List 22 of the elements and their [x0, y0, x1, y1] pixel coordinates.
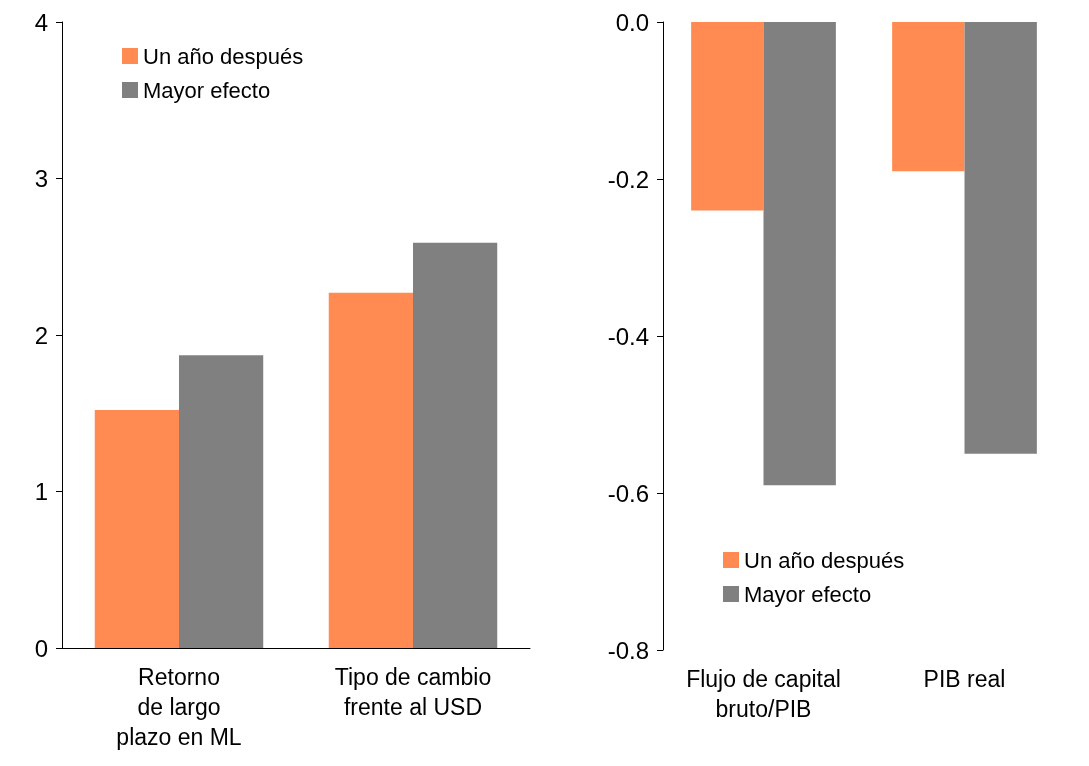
- bar: [94, 410, 179, 648]
- y-tick-label: 2: [34, 321, 48, 349]
- bar: [413, 242, 498, 648]
- y-tick-label: -0.4: [607, 322, 649, 350]
- y-tick-label: 0: [34, 634, 48, 662]
- x-tick-label: PIB real: [923, 666, 1006, 692]
- legend-label: Un año después: [744, 547, 905, 573]
- bar: [179, 355, 264, 648]
- legend-label: Mayor efecto: [143, 77, 271, 103]
- x-tick-label: Flujo de capital bruto/PIB: [686, 666, 841, 722]
- y-tick-label: -0.8: [607, 636, 649, 664]
- y-tick-label: -0.6: [607, 479, 649, 507]
- x-tick-label: Retorno de largo plazo en ML: [116, 664, 242, 750]
- y-tick-label: -0.2: [607, 165, 649, 193]
- bar: [328, 292, 413, 648]
- legend-label: Un año después: [143, 43, 304, 69]
- y-tick-label: 3: [34, 165, 48, 192]
- y-tick-label: 4: [34, 8, 48, 36]
- y-tick-label: 0.0: [615, 8, 649, 36]
- x-tick-label: Tipo de cambio frente al USD: [334, 664, 492, 720]
- legend-label: Mayor efecto: [744, 581, 872, 607]
- y-tick-label: 1: [34, 478, 48, 505]
